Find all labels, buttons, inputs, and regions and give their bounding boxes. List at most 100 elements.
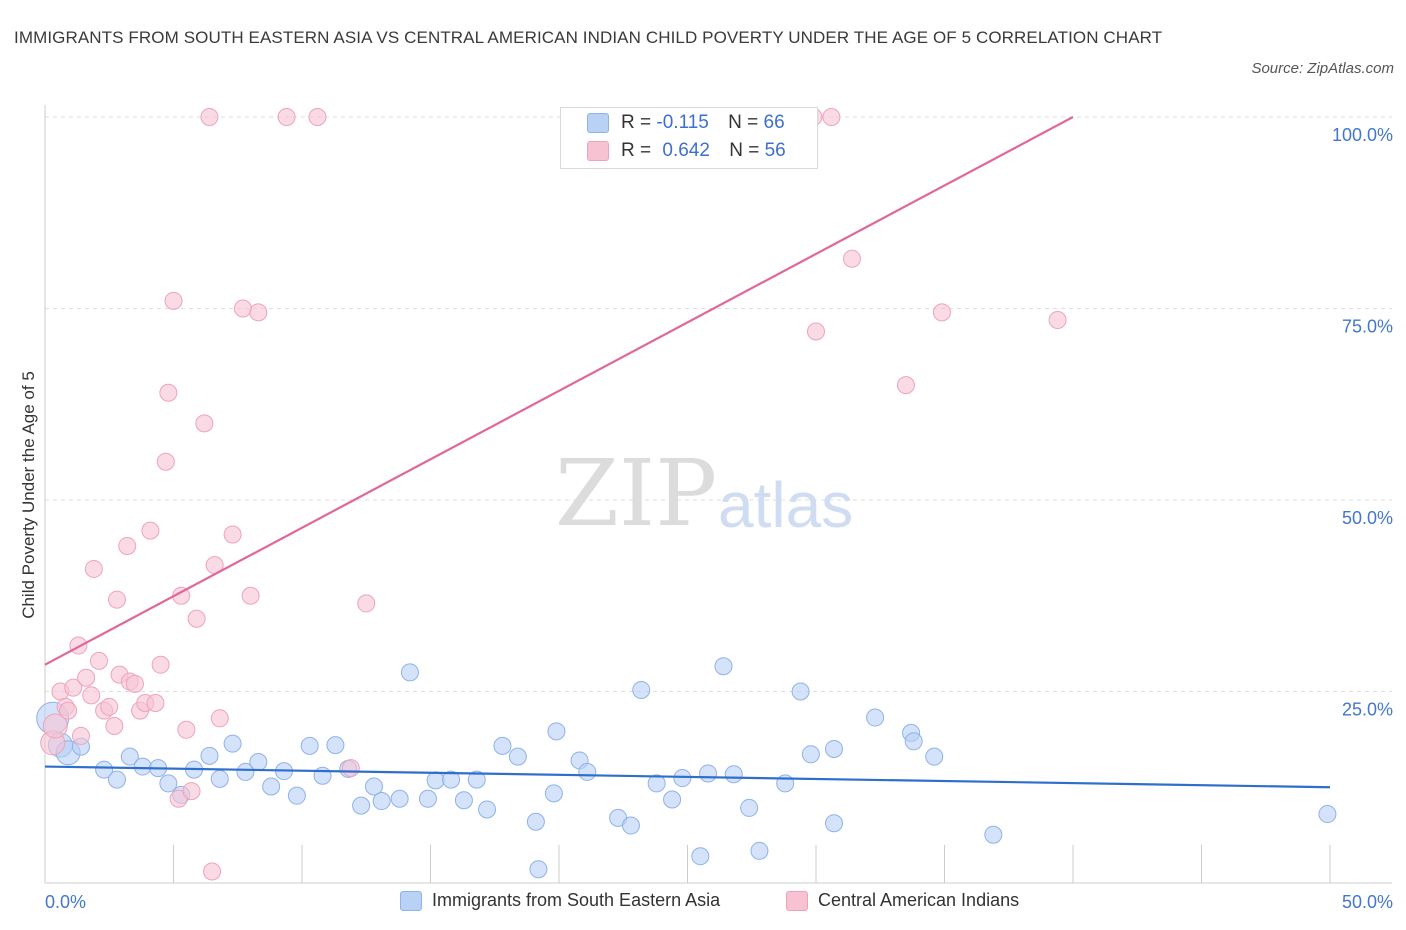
point-blue xyxy=(578,762,597,781)
x-tick-label-max: 50.0% xyxy=(1342,892,1393,912)
point-blue xyxy=(133,757,152,776)
legend-n-label: N = xyxy=(728,112,759,133)
bottom-legend-swatch-pink xyxy=(786,891,808,912)
point-blue xyxy=(673,769,692,788)
point-pink xyxy=(42,713,68,739)
point-pink xyxy=(82,686,101,705)
point-blue xyxy=(632,680,651,699)
point-blue xyxy=(544,784,563,803)
y-axis-title: Child Poverty Under the Age of 5 xyxy=(19,371,38,619)
watermark-zip: ZIP xyxy=(555,440,717,547)
point-blue xyxy=(262,777,281,796)
point-blue xyxy=(750,841,769,860)
x-tick-label-min: 0.0% xyxy=(45,892,86,912)
point-pink xyxy=(233,299,252,318)
point-blue xyxy=(249,752,268,771)
point-blue xyxy=(352,796,371,815)
correlation-legend: R = -0.115 N = 66 R = 0.642 N = 56 xyxy=(560,107,818,169)
point-blue xyxy=(691,847,710,866)
point-blue xyxy=(95,760,114,779)
point-blue xyxy=(714,657,733,676)
point-blue xyxy=(791,682,810,701)
trend-line-pink xyxy=(44,116,1074,666)
bottom-legend-label-pink: Central American Indians xyxy=(818,890,1020,910)
point-pink xyxy=(932,303,951,322)
legend-row-blue: R = -0.115 N = 66 xyxy=(587,112,785,136)
point-pink xyxy=(71,726,90,745)
point-blue xyxy=(426,771,445,790)
point-pink xyxy=(341,759,360,778)
point-blue xyxy=(699,764,718,783)
point-blue xyxy=(454,791,473,810)
legend-n-value: 56 xyxy=(764,140,786,161)
point-blue xyxy=(824,739,843,758)
point-blue xyxy=(236,762,255,781)
bottom-legend-swatch-blue xyxy=(400,891,422,912)
point-blue xyxy=(223,734,242,753)
trend-line-blue xyxy=(44,765,1331,789)
point-blue xyxy=(547,722,566,741)
point-pink xyxy=(141,521,160,540)
point-blue xyxy=(1318,805,1337,824)
bottom-legend-pink: Central American Indians xyxy=(786,890,1020,912)
point-pink xyxy=(105,716,124,735)
legend-swatch-pink xyxy=(587,140,609,161)
legend-r-value: -0.115 xyxy=(656,112,709,133)
point-blue xyxy=(529,860,548,879)
point-blue xyxy=(107,770,126,789)
point-blue xyxy=(287,786,306,805)
point-pink xyxy=(69,636,88,655)
axes xyxy=(44,105,1392,884)
legend-r-value: 0.642 xyxy=(662,140,710,161)
point-pink xyxy=(807,322,825,341)
point-blue xyxy=(467,770,486,789)
point-blue xyxy=(372,792,391,811)
point-pink xyxy=(1048,310,1067,329)
point-pink xyxy=(64,678,83,697)
point-blue xyxy=(418,789,437,808)
watermark-atlas: atlas xyxy=(718,469,853,541)
point-pink xyxy=(822,108,841,126)
point-pink xyxy=(77,668,96,687)
point-blue xyxy=(904,732,923,751)
y-tick-label: 100.0% xyxy=(1332,125,1393,145)
point-pink xyxy=(182,782,201,801)
point-pink xyxy=(896,376,915,395)
y-tick-label: 25.0% xyxy=(1342,700,1393,720)
point-pink xyxy=(118,536,137,555)
point-pink xyxy=(187,609,206,628)
point-pink xyxy=(249,303,268,322)
legend-swatch-blue xyxy=(587,112,609,133)
point-blue xyxy=(866,708,885,727)
point-pink xyxy=(277,108,296,126)
point-pink xyxy=(151,655,170,674)
trend-lines xyxy=(44,116,1331,789)
point-blue xyxy=(159,774,178,793)
bottom-legend-blue: Immigrants from South Eastern Asia xyxy=(400,890,720,912)
point-pink xyxy=(842,249,861,268)
point-pink xyxy=(107,590,126,609)
point-blue xyxy=(326,736,345,755)
watermark: ZIP atlas xyxy=(555,440,853,547)
point-blue xyxy=(621,816,640,835)
point-pink xyxy=(156,452,175,471)
point-blue xyxy=(801,745,820,764)
source-label: Source: ZipAtlas.com xyxy=(1251,60,1394,77)
point-pink xyxy=(177,720,196,739)
point-blue xyxy=(925,747,944,766)
point-pink xyxy=(159,383,178,402)
y-tick-label: 75.0% xyxy=(1342,317,1393,337)
point-blue xyxy=(210,769,229,788)
point-blue xyxy=(364,777,383,796)
point-pink xyxy=(125,674,144,693)
point-blue xyxy=(478,800,497,819)
point-blue xyxy=(740,798,759,817)
point-pink xyxy=(200,108,219,126)
point-blue xyxy=(300,736,319,755)
point-blue xyxy=(390,789,409,808)
point-blue xyxy=(984,825,1003,844)
grid-lines xyxy=(45,116,1392,692)
chart-title: IMMIGRANTS FROM SOUTH EASTERN ASIA VS CE… xyxy=(14,28,1163,47)
point-pink xyxy=(203,862,222,881)
